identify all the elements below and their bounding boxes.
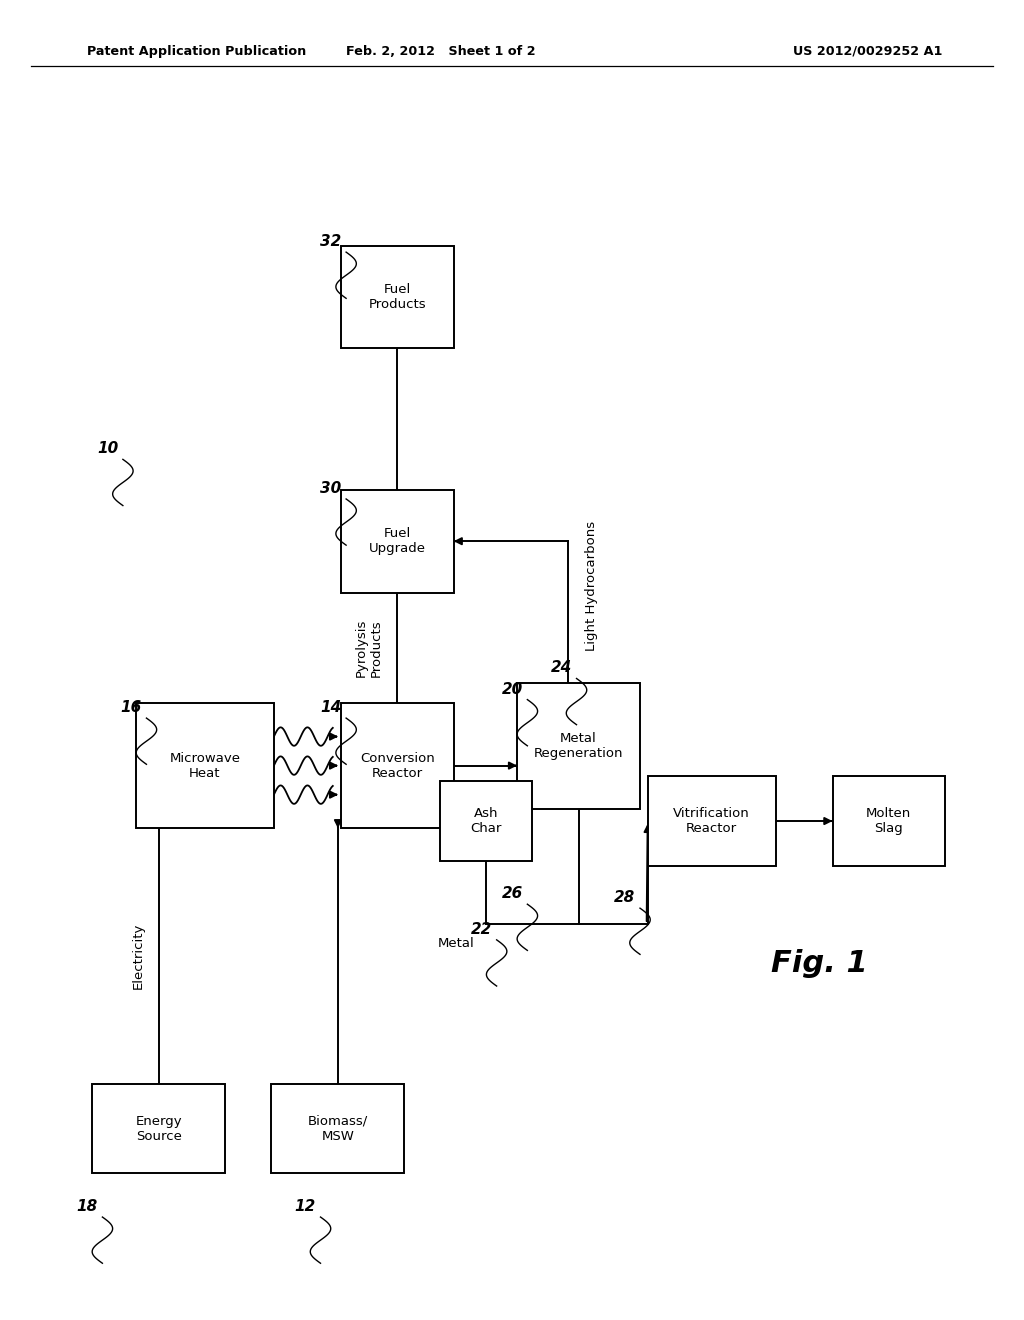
Text: 24: 24 — [551, 660, 571, 676]
Text: Energy
Source: Energy Source — [135, 1114, 182, 1143]
Text: 28: 28 — [614, 890, 635, 906]
FancyBboxPatch shape — [341, 246, 454, 348]
Text: Microwave
Heat: Microwave Heat — [169, 751, 241, 780]
Text: Pyrolysis
Products: Pyrolysis Products — [355, 619, 383, 677]
Text: Biomass/
MSW: Biomass/ MSW — [308, 1114, 368, 1143]
Text: Fuel
Products: Fuel Products — [369, 282, 426, 312]
Text: 10: 10 — [97, 441, 118, 457]
FancyBboxPatch shape — [341, 490, 454, 593]
FancyBboxPatch shape — [833, 776, 945, 866]
FancyBboxPatch shape — [135, 702, 274, 829]
Text: Patent Application Publication: Patent Application Publication — [87, 45, 306, 58]
FancyBboxPatch shape — [271, 1084, 404, 1173]
Text: Fuel
Upgrade: Fuel Upgrade — [369, 527, 426, 556]
Text: Fig. 1: Fig. 1 — [771, 949, 867, 978]
Text: Molten
Slag: Molten Slag — [866, 807, 911, 836]
Text: 12: 12 — [295, 1199, 315, 1214]
Text: Metal
Regeneration: Metal Regeneration — [534, 731, 624, 760]
Text: Feb. 2, 2012   Sheet 1 of 2: Feb. 2, 2012 Sheet 1 of 2 — [345, 45, 536, 58]
Text: Vitrification
Reactor: Vitrification Reactor — [674, 807, 750, 836]
Text: Conversion
Reactor: Conversion Reactor — [360, 751, 434, 780]
Text: 26: 26 — [502, 886, 522, 902]
Text: US 2012/0029252 A1: US 2012/0029252 A1 — [793, 45, 942, 58]
FancyBboxPatch shape — [92, 1084, 225, 1173]
Text: 14: 14 — [321, 700, 341, 715]
Text: 20: 20 — [502, 681, 522, 697]
FancyBboxPatch shape — [341, 702, 454, 829]
Text: 16: 16 — [121, 700, 141, 715]
FancyBboxPatch shape — [517, 682, 640, 808]
Text: 30: 30 — [321, 480, 341, 496]
Text: Electricity: Electricity — [131, 923, 144, 989]
Text: Ash
Char: Ash Char — [471, 807, 502, 836]
Text: Light Hydrocarbons: Light Hydrocarbons — [585, 520, 598, 651]
Text: 22: 22 — [471, 921, 492, 937]
Text: 18: 18 — [77, 1199, 97, 1214]
FancyBboxPatch shape — [440, 781, 532, 861]
FancyBboxPatch shape — [647, 776, 776, 866]
Text: Metal: Metal — [437, 937, 474, 950]
Text: 32: 32 — [321, 234, 341, 249]
